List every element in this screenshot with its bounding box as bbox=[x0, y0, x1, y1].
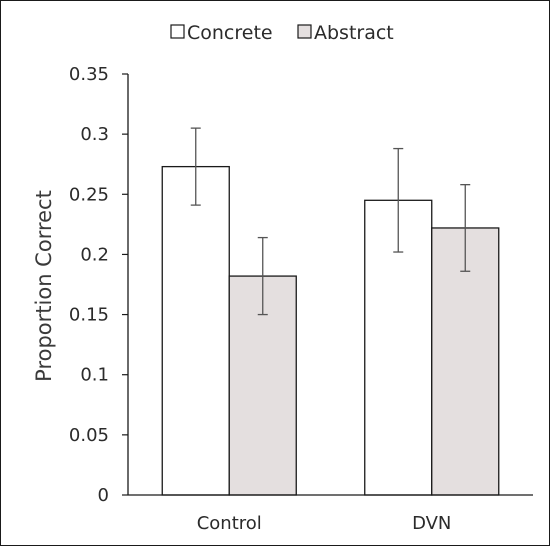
legend-swatch-concrete bbox=[170, 24, 185, 39]
y-tick-label: 0.15 bbox=[69, 305, 109, 326]
legend-swatch-abstract bbox=[297, 24, 312, 39]
y-axis-title: Proportion Correct bbox=[32, 190, 56, 382]
y-tick-label: 0.25 bbox=[69, 184, 109, 205]
y-tick-label: 0 bbox=[98, 485, 109, 506]
x-category-label: Control bbox=[197, 513, 262, 534]
y-tick-label: 0.1 bbox=[80, 365, 109, 386]
legend: Concrete Abstract bbox=[170, 22, 394, 44]
y-tick-label: 0.2 bbox=[80, 244, 109, 265]
y-tick-label: 0.05 bbox=[69, 425, 109, 446]
legend-label-concrete: Concrete bbox=[187, 22, 273, 44]
bar-abstract-dvn bbox=[431, 227, 500, 496]
y-tick-label: 0.3 bbox=[80, 124, 109, 145]
y-tick-label: 0.35 bbox=[69, 64, 109, 85]
category-labels: Control DVN bbox=[197, 513, 452, 534]
error-bars bbox=[190, 127, 471, 316]
y-axis-ticks: 0 0.05 0.1 0.15 0.2 0.25 0.3 0.35 bbox=[69, 64, 128, 506]
bar-concrete-control bbox=[161, 165, 230, 496]
legend-label-abstract: Abstract bbox=[314, 22, 394, 44]
x-category-label: DVN bbox=[412, 513, 451, 534]
bars bbox=[161, 165, 500, 496]
axes bbox=[127, 74, 533, 496]
